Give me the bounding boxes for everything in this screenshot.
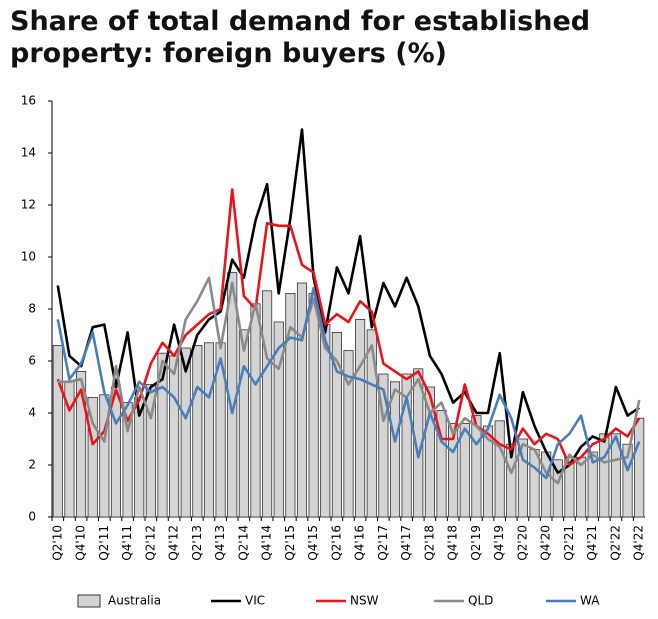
legend-label: QLD	[468, 594, 493, 608]
bar	[401, 373, 412, 518]
x-tick-label: Q2'12	[143, 525, 157, 561]
x-tick-label: Q2'15	[283, 525, 297, 561]
bar	[622, 443, 633, 518]
bar	[541, 451, 552, 518]
line	[56, 128, 640, 475]
bar	[169, 355, 180, 518]
line	[56, 188, 641, 467]
legend-label: NSW	[350, 594, 379, 608]
x-tick-label: Q4'16	[353, 525, 367, 561]
bar	[355, 318, 366, 518]
bar	[634, 417, 645, 518]
x-tick-label: Q2'21	[562, 525, 576, 561]
x-tick-label: Q4'21	[585, 525, 599, 561]
bar	[180, 347, 191, 518]
bar	[424, 386, 435, 518]
bar	[366, 329, 377, 518]
bar	[378, 373, 389, 518]
y-tick-label: 14	[21, 146, 36, 160]
x-tick-label: Q4'15	[306, 525, 320, 561]
x-tick-label: Q4'17	[399, 525, 413, 561]
x-tick-label: Q2'18	[422, 525, 436, 561]
bar	[192, 344, 203, 518]
bar	[529, 448, 540, 518]
bar	[238, 329, 249, 518]
bar	[273, 321, 284, 518]
x-tick-label: Q2'17	[376, 525, 390, 561]
bar	[459, 422, 470, 518]
y-tick-label: 8	[28, 302, 36, 316]
bar	[436, 409, 447, 518]
y-tick-label: 2	[28, 458, 36, 472]
bar	[250, 303, 261, 518]
x-tick-label: Q2'22	[608, 525, 622, 561]
bar	[610, 433, 621, 518]
y-tick-label: 4	[28, 406, 36, 420]
bar	[343, 350, 354, 518]
x-tick-label: Q4'18	[446, 525, 460, 561]
x-tick-label: Q4'13	[213, 525, 227, 561]
y-tick-label: 0	[28, 510, 36, 524]
x-tick-label: Q4'10	[74, 525, 88, 561]
x-tick-label: Q4'14	[260, 525, 274, 561]
legend-label: VIC	[245, 594, 265, 608]
line	[57, 276, 641, 485]
x-tick-label: Q2'10	[50, 525, 64, 561]
bar	[599, 433, 610, 518]
legend-swatch	[77, 594, 101, 608]
x-tick-label: Q4'11	[120, 525, 134, 561]
x-tick-label: Q2'19	[469, 525, 483, 561]
bar	[262, 290, 273, 518]
legend-label: Australia	[108, 594, 161, 608]
bar	[494, 420, 505, 518]
x-tick-label: Q4'22	[632, 525, 646, 561]
bar	[110, 386, 122, 518]
chart-title: Share of total demand for established pr…	[10, 6, 591, 69]
bar	[76, 370, 87, 518]
y-tick-label: 16	[21, 94, 36, 108]
bar	[296, 282, 308, 518]
bar	[52, 344, 63, 518]
bar	[203, 342, 215, 518]
bar	[331, 331, 342, 518]
x-tick-label: Q4'20	[539, 525, 553, 561]
bar	[87, 396, 98, 518]
bar	[389, 381, 401, 518]
x-tick-label: Q2'20	[515, 525, 529, 561]
bar	[285, 292, 296, 518]
legend-label: WA	[580, 594, 600, 608]
x-tick-label: Q2'13	[190, 525, 204, 561]
bar	[506, 443, 517, 518]
x-tick-label: Q2'14	[236, 525, 250, 561]
bar	[157, 352, 168, 518]
bar	[471, 415, 482, 518]
x-tick-label: Q4'19	[492, 525, 506, 561]
bar	[517, 438, 528, 518]
x-tick-label: Q2'16	[329, 525, 343, 561]
bar	[145, 383, 156, 518]
y-tick-label: 12	[21, 198, 36, 212]
y-tick-label: 10	[21, 250, 36, 264]
y-tick-label: 6	[28, 354, 36, 368]
bar	[308, 292, 319, 518]
line	[56, 286, 641, 480]
bar	[552, 459, 563, 518]
bar	[587, 451, 598, 518]
x-tick-label: Q2'11	[97, 525, 111, 561]
x-tick-label: Q4'12	[167, 525, 181, 561]
bar	[448, 422, 459, 518]
